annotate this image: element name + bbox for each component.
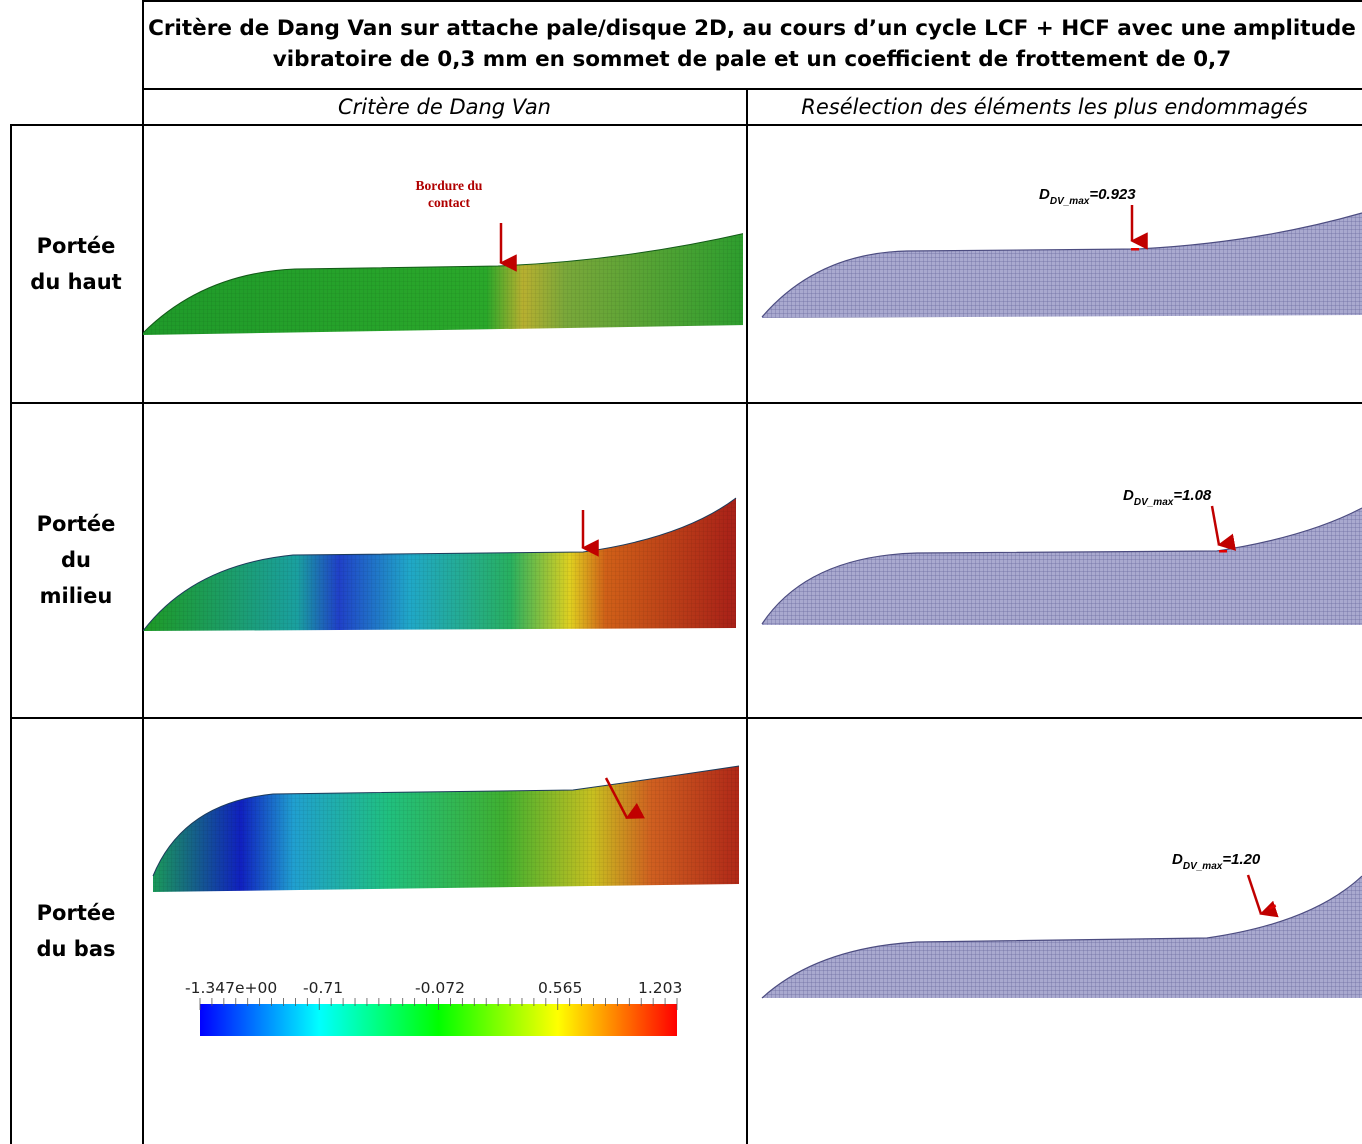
- contour-plot-top: Bordure du contact: [143, 178, 746, 335]
- row-label-top: Portée du haut: [30, 233, 122, 294]
- row-label-bottom: Portée du bas: [36, 901, 116, 961]
- dmax-label-top: DDV_max=0.923: [1039, 186, 1136, 207]
- left-border: [10, 124, 12, 1144]
- dmax-element-middle: [1219, 550, 1227, 553]
- annotation-line-2: contact: [428, 195, 470, 210]
- header-bottom-border: [10, 124, 1362, 126]
- colorbar: -1.347e+00 -0.71 -0.072 0.565 1.203: [185, 979, 682, 1036]
- table-top-border: [142, 0, 1362, 2]
- colorbar-tick-1: -0.71: [303, 979, 343, 997]
- dmax-element-bottom: [1268, 904, 1277, 910]
- contact-arrow-bottom: [604, 777, 646, 819]
- dmax-label-bottom: DDV_max=1.20: [1172, 851, 1261, 872]
- middle-column-border: [746, 89, 748, 1144]
- column-header-reselection: Resélection des éléments les plus endomm…: [801, 95, 1308, 119]
- label-column-border: [142, 0, 144, 1144]
- svg-text:Bordure du: Bordure du: [416, 178, 483, 193]
- colorbar-tick-3: 0.565: [538, 979, 582, 997]
- dmax-label-middle: DDV_max=1.08: [1123, 487, 1212, 508]
- colorbar-tick-4: 1.203: [638, 979, 682, 997]
- row-label-middle: Portée du milieu: [36, 512, 116, 608]
- colorbar-tick-0: -1.347e+00: [185, 979, 277, 997]
- contour-plot-middle: [143, 497, 737, 632]
- table-title-line-2: vibratoire de 0,3 mm en sommet de pale e…: [272, 47, 1232, 72]
- colorbar-minor-ticks: [199, 998, 678, 1010]
- mesh-plot-middle: DDV_max=1.08: [761, 487, 1362, 625]
- annotation-line-1: Bordure du: [416, 178, 483, 193]
- table-title: Critère de Dang Van sur attache pale/dis…: [142, 0, 1362, 88]
- mesh-plot-bottom: DDV_max=1.20: [761, 851, 1362, 999]
- dmax-arrow-middle: [1210, 505, 1237, 551]
- contour-plot-bottom: -1.347e+00 -0.71 -0.072 0.565 1.203: [152, 765, 740, 1036]
- column-header-dang-van: Critère de Dang Van: [338, 95, 551, 119]
- table-title-line-1: Critère de Dang Van sur attache pale/dis…: [148, 16, 1356, 41]
- dmax-element-top: [1131, 248, 1139, 251]
- dmax-arrow-bottom: [1246, 874, 1279, 918]
- title-bottom-border: [142, 88, 1362, 90]
- row1-bottom-border: [10, 402, 1362, 404]
- svg-text:contact: contact: [428, 195, 470, 210]
- mesh-plot-top: DDV_max=0.923: [761, 186, 1362, 318]
- row2-bottom-border: [10, 717, 1362, 719]
- colorbar-tick-2: -0.072: [415, 979, 465, 997]
